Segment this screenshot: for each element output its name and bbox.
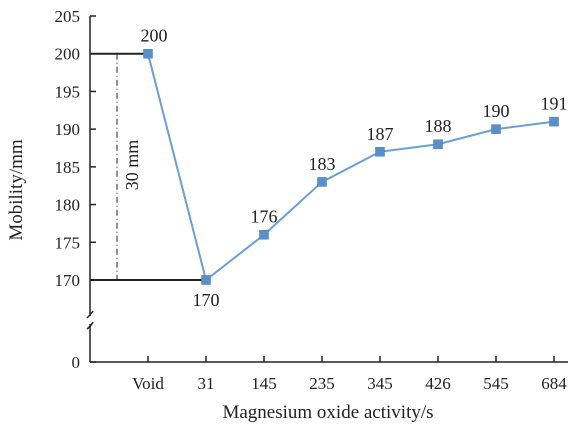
data-label-Void: 200 [141, 26, 168, 46]
x-tick-label-31: 31 [198, 374, 215, 393]
y-tick-label-200: 200 [55, 45, 81, 64]
y-tick-label-180: 180 [55, 196, 81, 215]
y-tick-label-205: 205 [55, 7, 81, 26]
series-layer [143, 48, 559, 285]
y-axis-break-mark-bottom [86, 321, 94, 330]
series-line [147, 53, 555, 282]
x-tick-label-145: 145 [251, 374, 277, 393]
data-point-345 [375, 147, 385, 157]
y-axis-break-mark-top [86, 310, 94, 319]
data-point-Void [143, 48, 153, 59]
x-tick-label-Void: Void [132, 374, 164, 393]
y-tick-label-185: 185 [55, 158, 81, 177]
y-tick-label-0: 0 [72, 353, 81, 372]
data-point-545 [491, 124, 501, 134]
data-point-235 [317, 177, 327, 187]
x-tick-label-684: 684 [541, 374, 567, 393]
data-point-31 [201, 275, 211, 285]
data-point-684 [549, 116, 559, 127]
data-label-345: 187 [367, 124, 394, 144]
data-label-684: 191 [541, 94, 568, 114]
axes: 0 170 175 180 185 190 195 200 205 Void 31 145 235 345… [55, 7, 568, 393]
x-axis-title: Magnesium oxide activity/s [222, 402, 433, 423]
x-tick-label-235: 235 [309, 374, 335, 393]
data-label-545: 190 [483, 101, 510, 121]
y-tick-label-195: 195 [55, 82, 81, 101]
y-tick-label-190: 190 [55, 120, 81, 139]
data-label-145: 176 [251, 207, 278, 227]
labels-layer: 200 170 176 183 187 188 190 191 [141, 26, 568, 310]
data-point-426 [433, 139, 443, 149]
annotation-30mm: 30 mm [122, 140, 142, 191]
reference-lines [90, 52, 206, 281]
x-tick-label-426: 426 [425, 374, 451, 393]
data-label-31: 170 [193, 290, 220, 310]
data-point-145 [259, 229, 269, 240]
y-axis-title: Mobility/mm [6, 139, 27, 241]
y-tick-label-170: 170 [55, 271, 81, 290]
data-label-235: 183 [309, 154, 336, 174]
data-label-426: 188 [425, 116, 452, 136]
x-tick-label-545: 545 [483, 374, 509, 393]
y-tick-label-175: 175 [55, 233, 81, 252]
x-tick-label-345: 345 [367, 374, 393, 393]
